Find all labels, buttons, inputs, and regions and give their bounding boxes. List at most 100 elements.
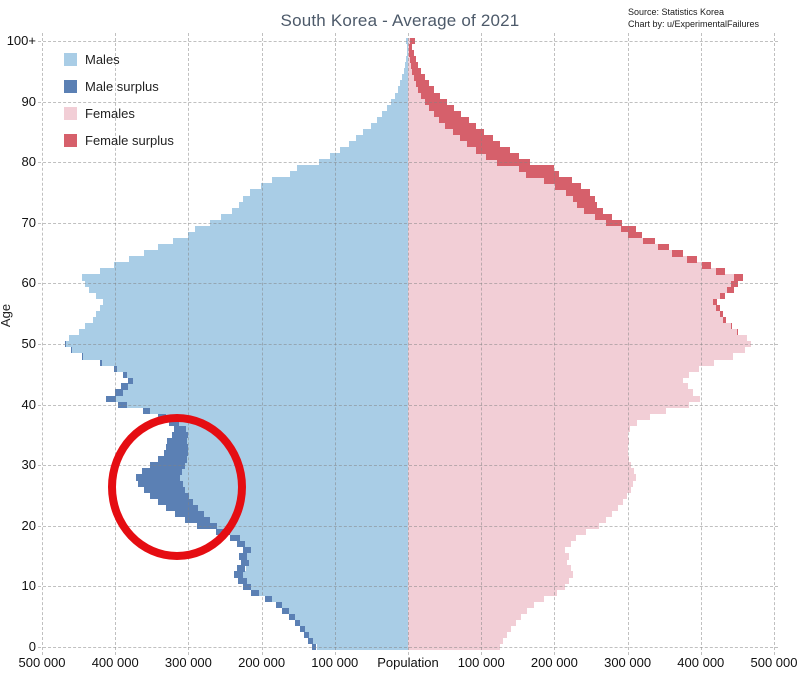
bar-male <box>78 328 408 336</box>
bar-male <box>69 334 408 342</box>
x-tick-label: 300 000 <box>604 655 652 670</box>
bar-male <box>402 74 408 81</box>
bar-female <box>408 589 557 596</box>
bar-female <box>408 504 619 512</box>
bar-female-surplus <box>723 316 726 324</box>
bar-male-surplus <box>106 395 116 402</box>
bar-female <box>408 450 628 457</box>
y-tick-label: 30 <box>21 457 36 473</box>
bar-male-surplus <box>123 371 127 378</box>
chart-by-line: Chart by: u/ExperimentalFailures <box>628 19 760 29</box>
bar-female <box>408 62 411 69</box>
bar-female <box>408 292 720 299</box>
bar-male <box>348 141 408 148</box>
bar-female-surplus <box>737 328 739 336</box>
bar-female <box>408 328 738 336</box>
bar-female <box>408 171 526 178</box>
bar-male <box>288 607 408 615</box>
y-tick-label: 20 <box>21 517 36 533</box>
bar-female-surplus <box>566 189 591 196</box>
bar-male-surplus <box>299 625 305 633</box>
bar-female <box>408 540 572 548</box>
bar-female-surplus <box>686 256 698 263</box>
x-tick-label: 200 000 <box>530 655 578 670</box>
bar-male <box>92 316 408 324</box>
bar-male <box>330 153 408 160</box>
bar-female <box>408 92 422 99</box>
bar-female <box>408 419 638 427</box>
bar-female-surplus <box>734 274 743 281</box>
bar-female <box>408 86 419 93</box>
bar-male-surplus <box>238 553 247 560</box>
bar-female <box>408 565 571 572</box>
source-line: Source: Statistics Korea <box>628 7 725 17</box>
bar-female <box>408 165 519 172</box>
bar-male <box>189 492 408 499</box>
bar-male-surplus <box>251 589 260 596</box>
bar-male <box>242 195 408 202</box>
bar-female <box>408 128 453 136</box>
bar-female <box>408 56 411 63</box>
x-tick-label: 400 000 <box>91 655 139 670</box>
bar-male <box>405 62 408 69</box>
bar-male <box>71 347 408 354</box>
bar-female <box>408 383 689 390</box>
bar-female-surplus <box>595 213 613 221</box>
legend-label: Female surplus <box>85 133 174 148</box>
bar-male <box>220 213 408 221</box>
bar-female <box>408 559 567 566</box>
bar-female-surplus <box>712 298 717 305</box>
bar-male <box>187 231 408 239</box>
bar-female <box>408 443 628 451</box>
bar-male <box>129 256 408 263</box>
bar-female-surplus <box>409 44 413 51</box>
legend-swatch <box>64 53 77 66</box>
y-tick-label: 100+ <box>6 33 36 49</box>
bar-female <box>408 607 528 615</box>
bar-female <box>408 371 690 378</box>
bar-male <box>249 189 408 196</box>
gridline-horizontal <box>38 101 778 103</box>
bar-male-surplus <box>236 565 246 572</box>
bar-male-surplus <box>233 571 243 578</box>
bar-female <box>408 498 624 505</box>
bar-male <box>117 365 408 372</box>
bar-male <box>166 413 408 421</box>
bar-female <box>408 613 522 621</box>
bar-female <box>408 389 694 396</box>
bar-male <box>339 147 408 154</box>
bar-female-surplus <box>716 304 720 312</box>
bar-female-surplus <box>485 153 519 160</box>
bar-female <box>408 486 631 493</box>
bar-male <box>244 540 408 548</box>
bar-female <box>408 316 724 324</box>
bar-female-surplus <box>518 165 554 172</box>
bar-female <box>408 334 747 342</box>
bar-female <box>408 250 673 257</box>
bar-male <box>85 322 408 330</box>
bar-male <box>294 613 408 621</box>
bar-female <box>408 286 728 293</box>
bar-male-surplus <box>304 631 310 639</box>
bar-female-surplus <box>410 56 417 63</box>
bar-female <box>408 110 435 118</box>
bar-female <box>408 80 417 87</box>
gridline-horizontal <box>38 586 778 588</box>
bar-female <box>408 456 630 463</box>
attribution: Source: Statistics Korea Chart by: u/Exp… <box>628 6 759 30</box>
x-tick-label: 100 000 <box>457 655 505 670</box>
bar-female-surplus <box>413 74 425 81</box>
bar-male <box>370 122 408 130</box>
bar-female <box>408 304 717 312</box>
bar-male <box>386 104 408 112</box>
bar-female <box>408 468 635 475</box>
bar-male-surplus <box>70 347 72 354</box>
bar-female <box>408 231 629 239</box>
bar-female <box>408 347 745 354</box>
bar-male <box>186 437 408 445</box>
bar-female-surplus <box>525 171 559 178</box>
bar-female-surplus <box>719 310 723 318</box>
bar-female-surplus <box>577 201 597 209</box>
bar-female <box>408 546 566 554</box>
bar-male <box>114 262 408 269</box>
